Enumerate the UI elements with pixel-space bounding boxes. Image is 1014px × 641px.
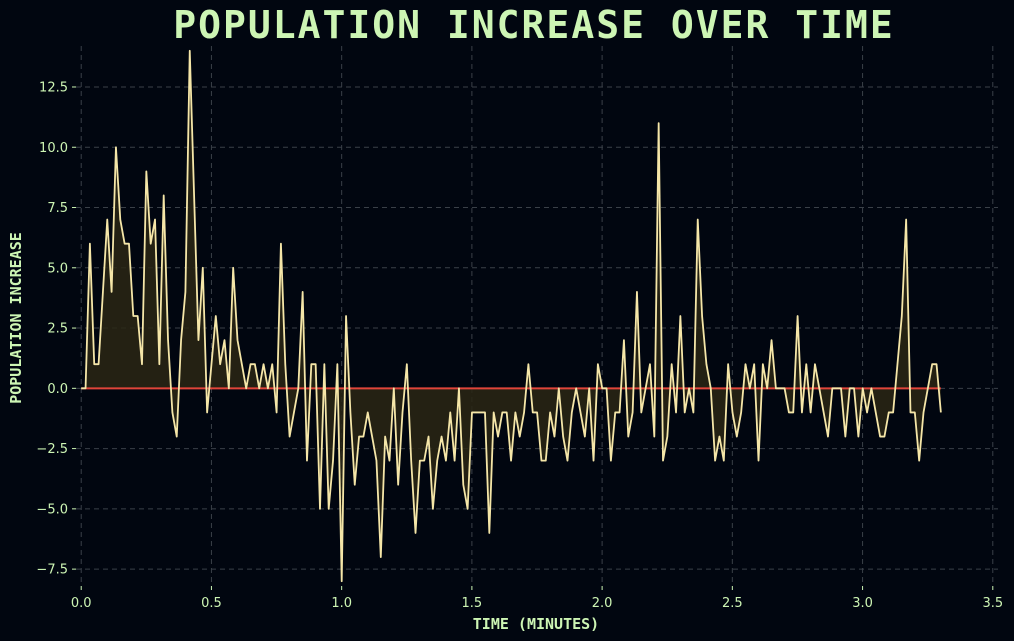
y-tick-label: −2.5 xyxy=(36,442,68,457)
x-axis-title: TIME (MINUTES) xyxy=(473,615,599,633)
x-tick-label: 1.0 xyxy=(331,596,352,611)
y-tick-label: 10.0 xyxy=(39,141,68,156)
chart-title: POPULATION INCREASE OVER TIME xyxy=(173,3,894,47)
series-line xyxy=(81,49,942,583)
x-tick-label: 3.0 xyxy=(852,596,873,611)
grid-lines xyxy=(76,46,998,586)
x-tick-label: 3.5 xyxy=(982,596,1003,611)
x-tick-label: 0.0 xyxy=(71,596,92,611)
y-axis-title: POPULATION INCREASE xyxy=(7,232,25,404)
x-tick-label: 2.0 xyxy=(592,596,613,611)
y-tick-label: −7.5 xyxy=(36,563,68,578)
y-tick-label: 7.5 xyxy=(47,201,68,216)
axis-ticks: 0.0 0.5 1.0 1.5 2.0 2.5 3.0 3.5 −7.5 −5.0 −2.5 0.0 2… xyxy=(36,80,1003,611)
y-tick-label: 2.5 xyxy=(47,322,68,337)
y-tick-label: 12.5 xyxy=(39,80,68,95)
x-tick-label: 2.5 xyxy=(722,596,743,611)
y-tick-label: 0.0 xyxy=(47,382,68,397)
x-tick-label: 0.5 xyxy=(201,596,222,611)
y-tick-label: 5.0 xyxy=(47,261,68,276)
x-tick-label: 1.5 xyxy=(462,596,483,611)
plot-area xyxy=(81,49,942,583)
y-tick-label: −5.0 xyxy=(36,502,68,517)
